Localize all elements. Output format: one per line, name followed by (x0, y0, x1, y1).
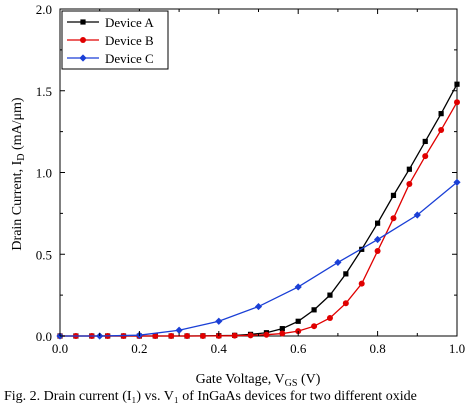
legend-label: Device A (105, 15, 154, 30)
data-point (390, 192, 397, 198)
data-point (311, 323, 318, 330)
data-point (184, 333, 191, 339)
data-point (406, 166, 412, 172)
tick-labels: 0.0 0.2 0.4 0.6 0.8 1.0 0.0 0.5 1.0 1.5 2.0 (36, 2, 465, 356)
data-point (231, 332, 238, 339)
data-point (453, 178, 461, 186)
series-device-a (57, 81, 460, 339)
legend-label: Device C (105, 51, 154, 66)
data-point (454, 99, 460, 106)
legend-item: Device C (67, 51, 154, 66)
y-tick-label: 2.0 (36, 2, 52, 17)
x-axis-label: Gate Voltage, VGS (V) (196, 372, 321, 389)
data-point (406, 180, 413, 187)
series-line (60, 101, 458, 337)
legend: Device A Device B Device C (61, 10, 169, 70)
series-line (60, 181, 458, 337)
legend-marker (80, 37, 86, 43)
y-tick-label: 1.5 (36, 84, 52, 99)
y-tick-label: 0.0 (36, 329, 52, 344)
data-point (422, 138, 428, 145)
data-point (295, 318, 301, 324)
legend-item: Device A (67, 15, 154, 30)
data-point (374, 247, 381, 254)
y-tick-label: 0.5 (36, 247, 52, 262)
data-point (279, 330, 286, 337)
y-tick-label: 1.0 (36, 166, 52, 181)
data-point (334, 258, 342, 267)
data-point (152, 333, 159, 339)
legend-label: Device B (105, 33, 154, 48)
x-tick-label: 0.0 (52, 341, 68, 356)
data-point (168, 333, 175, 339)
x-tick-label: 0.4 (211, 341, 228, 356)
data-point (175, 326, 183, 334)
data-point (342, 300, 349, 307)
drain-current-chart: 0.0 0.2 0.4 0.6 0.8 1.0 0.0 0.5 1.0 1.5 2.0 Gate V… (10, 2, 465, 389)
series-layer (56, 81, 461, 340)
data-point (343, 271, 349, 277)
data-point (326, 315, 333, 322)
x-tick-label: 1.0 (449, 341, 465, 356)
data-point (413, 211, 421, 219)
data-point (422, 153, 429, 160)
x-tick-label: 0.2 (131, 341, 147, 356)
data-point (294, 283, 302, 291)
data-point (390, 215, 397, 222)
data-point (454, 81, 460, 87)
legend-marker (79, 54, 87, 62)
data-point (327, 292, 333, 298)
data-point (247, 332, 254, 339)
data-point (279, 326, 285, 332)
data-point (199, 333, 206, 339)
data-point (438, 126, 445, 133)
data-point (311, 307, 317, 313)
figure-caption: Fig. 2. Drain current (I₁) vs. V₁ of InG… (4, 389, 417, 404)
data-point (438, 111, 444, 117)
data-point (254, 302, 263, 311)
data-point (374, 235, 382, 244)
data-point (263, 331, 270, 338)
data-point (375, 220, 381, 226)
legend-marker (80, 19, 86, 25)
x-tick-label: 0.6 (290, 341, 307, 356)
y-axis-label: Drain Current, ID (mA/μm) (10, 97, 27, 250)
data-point (215, 317, 223, 325)
legend-item: Device B (67, 33, 154, 48)
data-point (358, 280, 365, 287)
x-tick-label: 0.8 (369, 341, 385, 356)
